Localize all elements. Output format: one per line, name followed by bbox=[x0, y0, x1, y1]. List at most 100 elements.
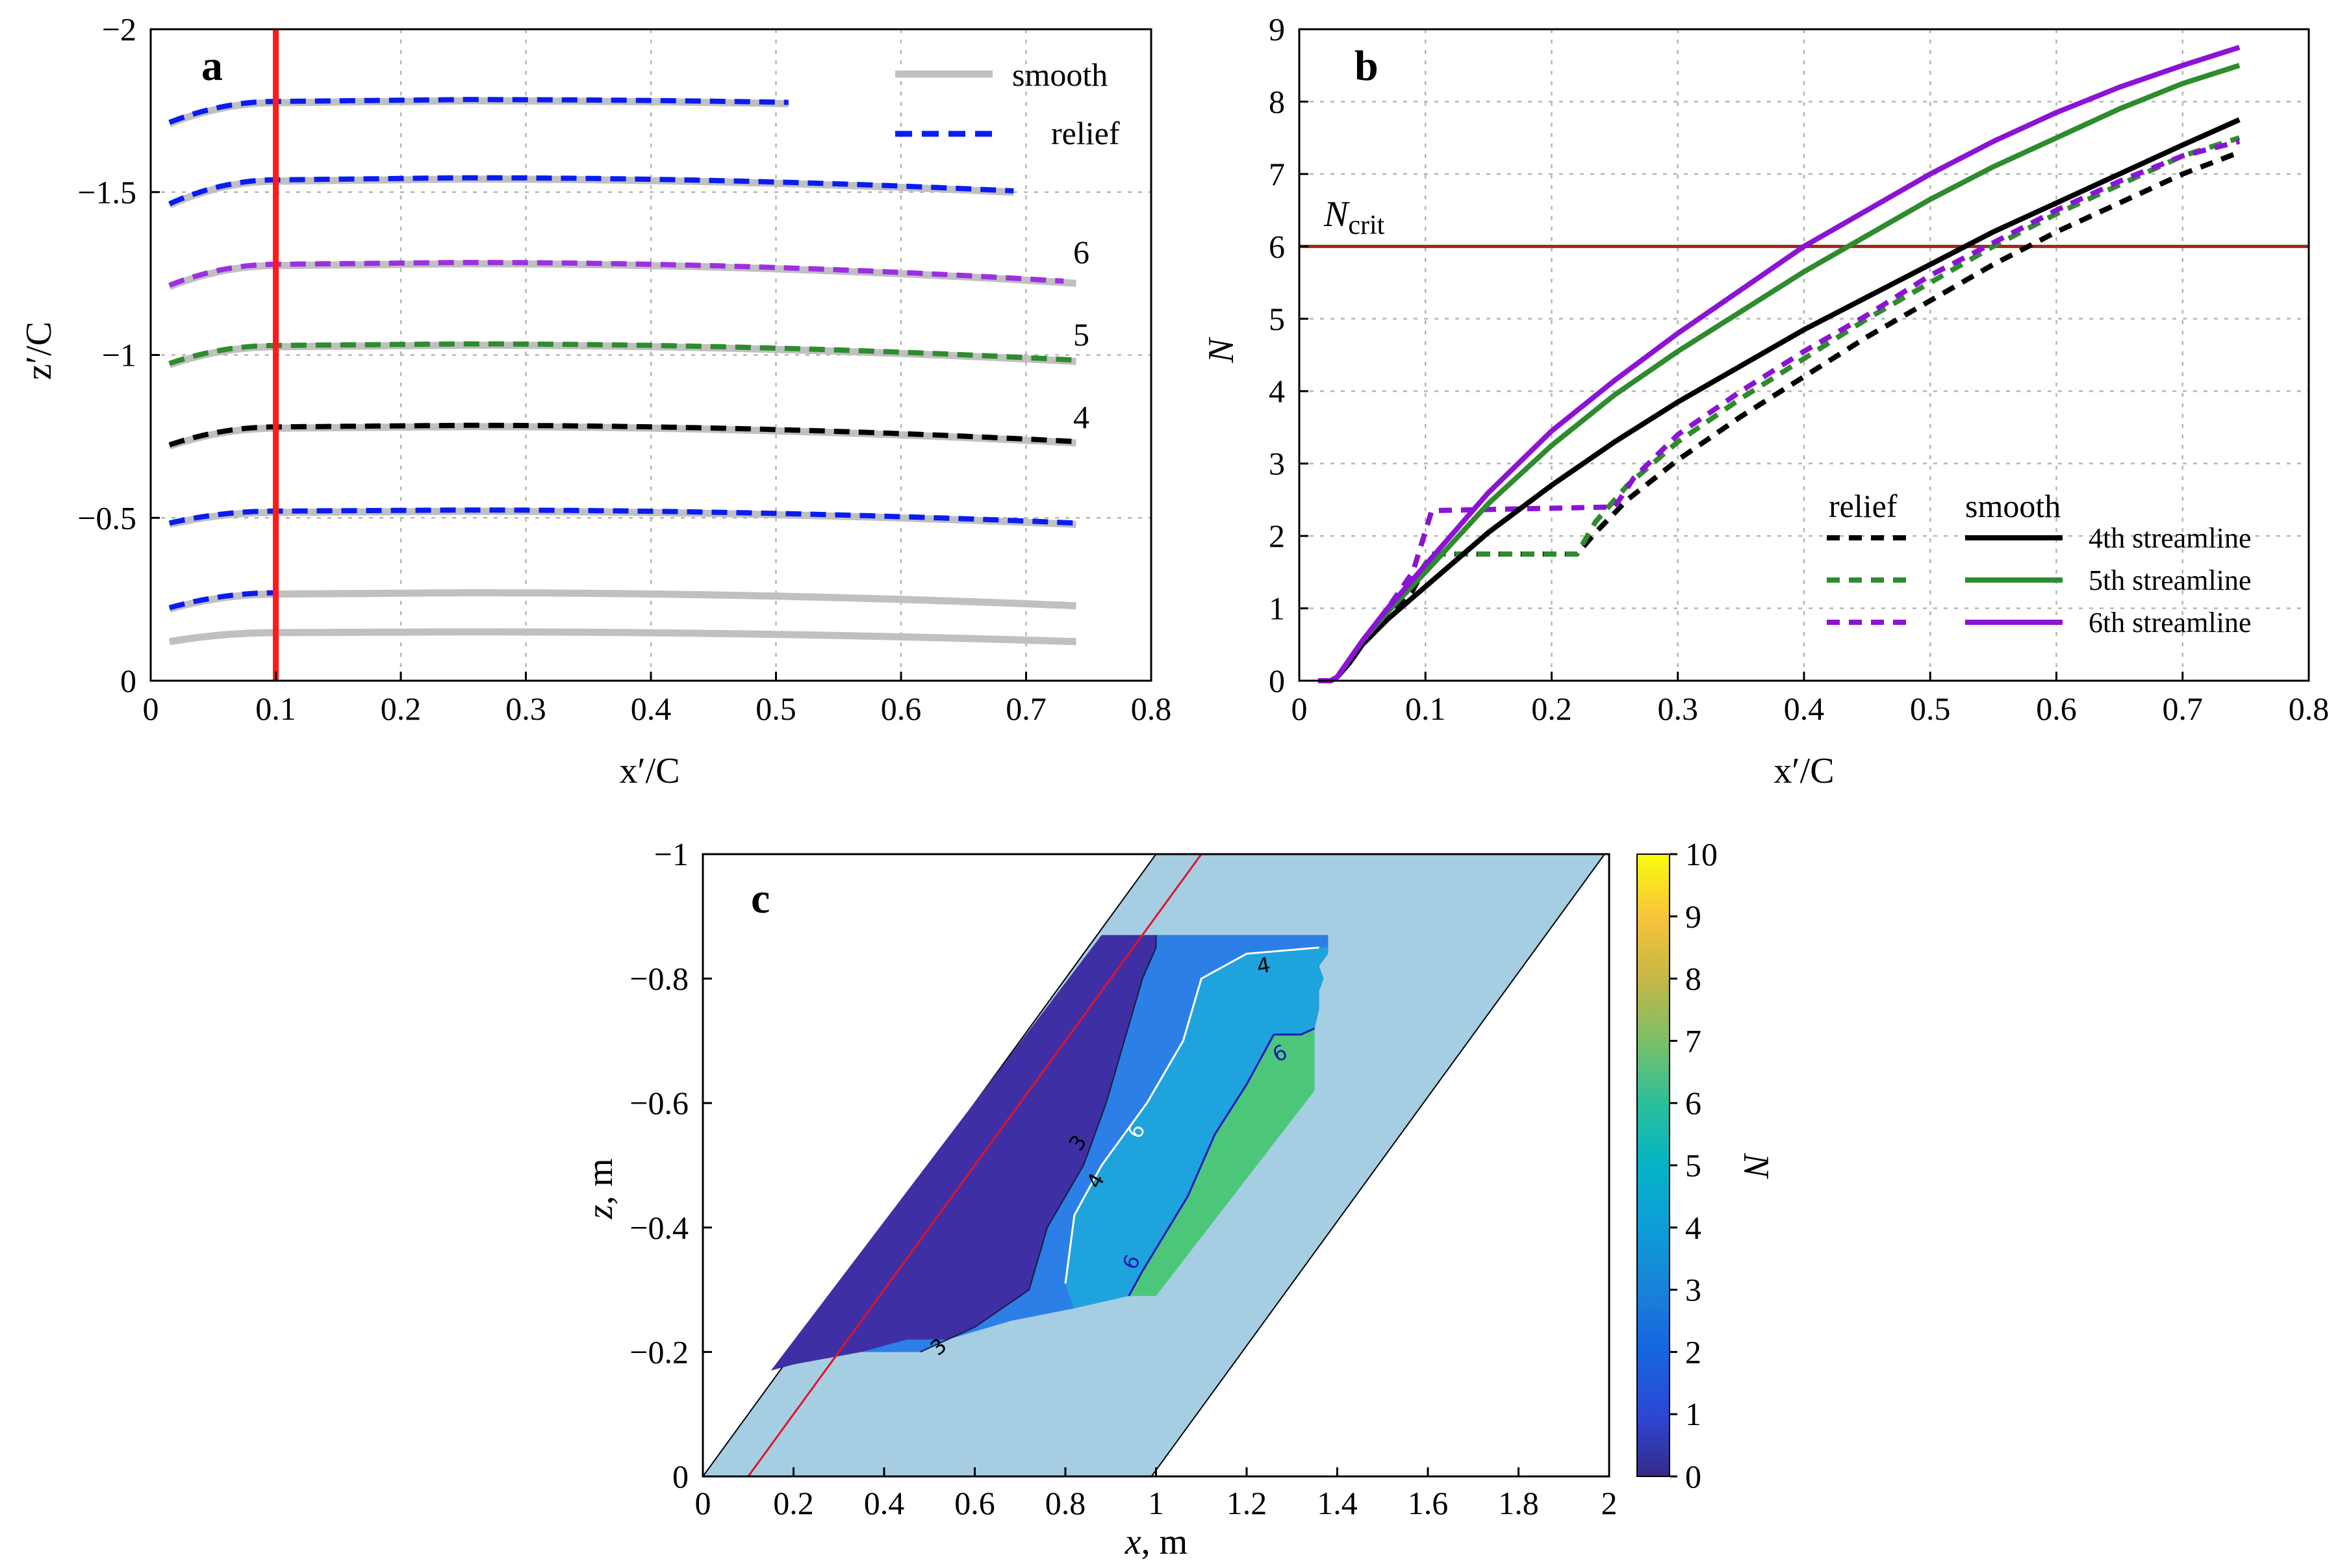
panel-b-ytick-label: 8 bbox=[1269, 83, 1285, 120]
smooth-series-line bbox=[1318, 45, 2241, 683]
panel-c-ytick-label: −0.8 bbox=[629, 961, 689, 997]
ncrit-label: Ncrit bbox=[1323, 194, 1385, 240]
contour-region bbox=[1065, 947, 1328, 1309]
legend-smooth-label: smooth bbox=[1012, 57, 1108, 93]
panel-a-ytick-label: −1.5 bbox=[77, 174, 136, 210]
panel-b-ylabel: N bbox=[1201, 337, 1241, 364]
relief-streamline bbox=[168, 422, 1076, 448]
panel-a-ytick-label: −0.5 bbox=[77, 499, 136, 536]
panel-c-y-ticks: 0 −0.2 −0.4 −0.6 −0.8 −1 bbox=[629, 836, 712, 1495]
panel-c-label: c bbox=[751, 875, 770, 922]
contour-region bbox=[861, 935, 1328, 1352]
panel-b-y-ticks: 0 1 2 3 4 5 6 7 8 9 bbox=[1269, 11, 1308, 699]
smooth-streamline bbox=[168, 97, 789, 127]
contour-line-4-white bbox=[1064, 946, 1319, 1284]
smooth-series-line bbox=[1318, 117, 2241, 683]
panel-b-xtick-label: 0.1 bbox=[1405, 690, 1446, 727]
panel-b-xtick-label: 0.3 bbox=[1658, 690, 1699, 727]
panel-c-ytick-label: 0 bbox=[672, 1458, 689, 1495]
panel-a-xtick-label: 0.4 bbox=[631, 690, 672, 727]
panel-a-x-ticks: 0 0.1 0.2 0.3 0.4 0.5 0.6 0.7 0.8 bbox=[143, 672, 1172, 727]
colorbar-tick-label: 7 bbox=[1685, 1022, 1701, 1059]
panel-b-xtick-label: 0.8 bbox=[2289, 690, 2330, 727]
panel-b-ytick-label: 9 bbox=[1269, 11, 1285, 47]
panel-c-contour-regions bbox=[770, 935, 1328, 1371]
panel-a-xtick-label: 0.5 bbox=[756, 690, 796, 727]
panel-a-xtick-label: 0.8 bbox=[1131, 690, 1172, 727]
colorbar-label: N bbox=[1736, 1152, 1776, 1179]
panel-c-xtick-label: 1.6 bbox=[1408, 1485, 1449, 1521]
panel-c-xtick-label: 0.8 bbox=[1045, 1485, 1086, 1521]
panel-a-ytick-label: −1 bbox=[102, 337, 136, 373]
colorbar-tick-label: 4 bbox=[1685, 1209, 1701, 1246]
panel-c-ylabel: z, m bbox=[580, 1158, 620, 1219]
panel-a-xlabel: x′/C bbox=[619, 751, 680, 791]
panel-a: 0 0.1 0.2 0.3 0.4 0.5 0.6 0.7 0.8 0−0.5−1−1.5−2 … bbox=[19, 11, 1171, 791]
streamline-label-6: 6 bbox=[1073, 234, 1089, 270]
relief-streamline bbox=[169, 507, 1076, 526]
streamline-label-5: 5 bbox=[1073, 316, 1089, 353]
panel-b: 0 0.1 0.2 0.3 0.4 0.5 0.6 0.7 0.8 0 1 2 3 4 5 6 7 8 9 b x… bbox=[1201, 11, 2329, 791]
panel-c-ytick-label: −1 bbox=[654, 836, 689, 872]
relief-series-line bbox=[1318, 135, 2241, 683]
panel-a-xtick-label: 0.6 bbox=[881, 690, 922, 727]
panel-b-x-ticks: 0 0.1 0.2 0.3 0.4 0.5 0.6 0.7 0.8 bbox=[1291, 672, 2330, 727]
colorbar-tick-label: 1 bbox=[1685, 1396, 1701, 1432]
panel-a-xtick-label: 0.3 bbox=[505, 690, 546, 727]
legend-series-label: 4th streamline bbox=[2089, 522, 2252, 554]
panel-a-xtick-label: 0 bbox=[143, 690, 159, 727]
legend-series-label: 5th streamline bbox=[2089, 564, 2252, 596]
panel-b-xtick-label: 0.6 bbox=[2036, 690, 2077, 727]
panel-c-ytick-label: −0.4 bbox=[629, 1209, 689, 1246]
legend-header-smooth: smooth bbox=[1965, 488, 2061, 524]
legend-header-relief: relief bbox=[1829, 488, 1898, 524]
panel-b-xtick-label: 0.5 bbox=[1910, 690, 1951, 727]
panel-c-red-line bbox=[747, 854, 1202, 1477]
colorbar-tick-label: 8 bbox=[1685, 961, 1701, 997]
panel-b-xtick-label: 0.7 bbox=[2163, 690, 2204, 727]
panel-c-xtick-label: 1.8 bbox=[1498, 1485, 1539, 1521]
panel-b-ytick-label: 5 bbox=[1269, 301, 1285, 337]
panel-b-xtick-label: 0.2 bbox=[1531, 690, 1572, 727]
contour-region bbox=[1128, 1028, 1315, 1296]
panel-c-x-ticks: 0 0.2 0.4 0.6 0.8 1 1.2 1.4 1.6 1.8 2 bbox=[695, 1467, 1618, 1521]
panel-c-xtick-label: 2 bbox=[1601, 1485, 1618, 1521]
panel-c-xtick-label: 0.2 bbox=[773, 1485, 814, 1521]
panel-a-ytick-label: 0 bbox=[120, 663, 136, 699]
contour-region bbox=[770, 935, 1156, 1371]
colorbar-tick-label: 6 bbox=[1685, 1085, 1701, 1121]
smooth-streamline bbox=[168, 589, 1076, 613]
relief-streamline bbox=[168, 260, 1064, 288]
panel-a-relief-lines bbox=[168, 97, 1076, 611]
panel-b-ytick-label: 7 bbox=[1269, 156, 1285, 192]
relief-series-line bbox=[1318, 149, 2241, 683]
panel-b-ytick-label: 1 bbox=[1269, 590, 1285, 627]
panel-b-legend: 4th streamline 5th streamline 6th streamli… bbox=[1827, 522, 2252, 639]
panel-b-smooth-lines bbox=[1318, 45, 2241, 683]
panel-b-relief-lines bbox=[1318, 135, 2241, 683]
panel-c-xtick-label: 1.4 bbox=[1317, 1485, 1358, 1521]
panel-a-xtick-label: 0.2 bbox=[381, 690, 422, 727]
panel-a-ytick-label: −2 bbox=[102, 11, 136, 47]
smooth-streamline bbox=[168, 628, 1076, 646]
colorbar-tick-label: 2 bbox=[1685, 1334, 1701, 1370]
panel-c-xtick-label: 1.2 bbox=[1226, 1485, 1267, 1521]
panel-c-xtick-label: 0 bbox=[695, 1485, 711, 1521]
panel-c-xtick-label: 0.4 bbox=[864, 1485, 905, 1521]
panel-a-ylabel: z′/C bbox=[19, 322, 59, 380]
contour-line-6 bbox=[1128, 1027, 1315, 1296]
legend-relief-label: relief bbox=[1051, 115, 1120, 151]
panel-b-ytick-label: 0 bbox=[1269, 663, 1285, 699]
panel-a-y-ticks: 0 −0.5 −1 −1.5 −2 bbox=[77, 11, 160, 699]
contour-line-3 bbox=[920, 935, 1157, 1353]
panel-a-xtick-label: 0.7 bbox=[1006, 690, 1047, 727]
relief-streamline bbox=[168, 97, 789, 125]
panel-b-xtick-label: 0 bbox=[1291, 690, 1308, 727]
panel-c: 0 0.2 0.4 0.6 0.8 1 1.2 1.4 1.6 1.8 2 0 −0.2 −0.4 −0.… bbox=[580, 836, 1776, 1562]
panel-c-xlabel: x, m bbox=[1125, 1522, 1188, 1562]
colorbar-ticks: 0 1 2 3 4 5 6 7 8 9 10 bbox=[1670, 836, 1718, 1495]
relief-series-line bbox=[1318, 138, 2241, 683]
panel-c-ytick-label: −0.2 bbox=[629, 1334, 689, 1370]
panel-a-smooth-lines bbox=[168, 97, 1076, 646]
